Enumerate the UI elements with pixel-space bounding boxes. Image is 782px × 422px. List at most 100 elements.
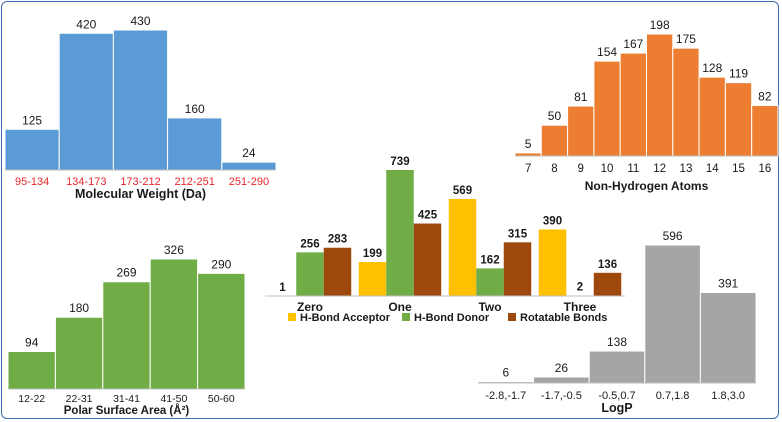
data-label: 125 [22, 113, 42, 127]
tick-label: -2.8,-1.7 [485, 390, 526, 402]
bar [102, 281, 151, 390]
data-label: 82 [758, 89, 772, 103]
data-label: 326 [164, 243, 184, 257]
data-label: 739 [390, 156, 409, 168]
tick-label: 41-50 [160, 393, 187, 405]
data-label: 136 [598, 259, 617, 271]
data-label: 119 [729, 67, 748, 81]
legend-label: Rotatable Bonds [520, 312, 607, 324]
tick-label: 1.8,3.0 [711, 390, 745, 402]
bar [413, 223, 442, 296]
tick-label: 9 [578, 163, 584, 175]
chart-mw: 125 95-134 420 134-173 430 173-212 160 212-251 2… [4, 14, 277, 201]
data-label: 390 [543, 216, 562, 228]
bar [698, 76, 726, 157]
data-label: 167 [623, 37, 643, 51]
x-axis-title: Polar Surface Area (Å²) [64, 404, 190, 417]
data-label: 138 [607, 335, 627, 349]
data-label: 256 [300, 238, 319, 250]
bar [112, 29, 169, 171]
bar [4, 128, 60, 171]
legend-label: H-Bond Donor [414, 312, 490, 324]
data-label: 269 [116, 266, 136, 280]
data-label: 94 [25, 336, 39, 350]
legend-swatch [508, 313, 516, 321]
bar [448, 198, 477, 296]
tick-label: 212-251 [175, 176, 215, 188]
legend-swatch [402, 313, 410, 321]
x-axis-title: Molecular Weight (Da) [75, 187, 206, 201]
bar [58, 32, 114, 171]
bar [540, 124, 569, 157]
data-label: 596 [663, 229, 683, 243]
data-label: 283 [328, 234, 347, 246]
data-label: 154 [597, 45, 617, 59]
tick-label: 11 [627, 163, 639, 175]
data-label: 180 [69, 301, 89, 315]
bar [533, 376, 590, 384]
tick-label: 16 [758, 163, 771, 175]
tick-label: 31-41 [113, 393, 140, 405]
data-label: 290 [211, 257, 231, 271]
tick-label: Zero [297, 300, 323, 314]
bar [476, 268, 504, 296]
bar [699, 291, 757, 384]
tick-label: One [388, 300, 412, 314]
tick-label: 134-173 [66, 176, 106, 188]
data-label: 24 [242, 146, 256, 160]
data-label: 391 [718, 276, 738, 290]
data-label: 162 [480, 254, 499, 266]
bar [751, 104, 779, 157]
tick-label: 8 [551, 163, 557, 175]
data-label: 425 [418, 210, 438, 222]
data-label: 198 [650, 18, 670, 32]
data-label: 569 [453, 185, 472, 197]
bar [503, 242, 532, 296]
chart-psa: 94 12-22 180 22-31 269 31-41 326 41-50 290 50-60 P… [7, 243, 246, 417]
tick-label: -1.7,-0.5 [541, 390, 582, 402]
chart-hb: 1 256 283 Zero 199 739 425 One 569 162 315 Two 390 2 1… [265, 156, 625, 324]
tick-label: Three [564, 300, 597, 314]
bar [197, 272, 246, 390]
bar [54, 316, 104, 390]
tick-label: -0.5,0.7 [598, 390, 635, 402]
bar [386, 170, 414, 296]
tick-label: 173-212 [120, 176, 160, 188]
data-label: 199 [363, 248, 382, 260]
legend-label: H-Bond Acceptor [300, 312, 391, 324]
bar [167, 117, 223, 171]
data-label: 26 [555, 361, 569, 375]
bar [588, 350, 646, 384]
x-axis-title: LogP [601, 401, 632, 415]
data-label: 430 [130, 14, 150, 28]
x-axis-title: Non-Hydrogen Atoms [585, 179, 709, 193]
bar [358, 262, 387, 296]
data-label: 6 [502, 366, 509, 380]
data-label: 50 [548, 109, 562, 123]
tick-label: 12-22 [18, 393, 45, 405]
bar [323, 247, 352, 296]
bar [619, 52, 648, 157]
data-label: 420 [76, 17, 96, 31]
bar [593, 60, 621, 157]
data-label: 128 [702, 61, 722, 75]
tick-label: 13 [680, 163, 693, 175]
bar [221, 161, 277, 171]
tick-label: 50-60 [208, 393, 235, 405]
bar [7, 351, 56, 390]
legend: H-Bond Acceptor H-Bond Donor Rotatable Bon… [288, 312, 607, 324]
tick-label: 14 [706, 163, 719, 175]
tick-label: 15 [732, 163, 745, 175]
bar [593, 272, 622, 296]
tick-label: 95-134 [15, 176, 49, 188]
data-label: 5 [525, 137, 532, 151]
data-label: 175 [676, 32, 696, 46]
bar [646, 33, 674, 157]
tick-label: 22-31 [66, 393, 93, 405]
data-label: 1 [279, 282, 286, 294]
bar [644, 244, 701, 384]
data-label: 315 [508, 228, 528, 240]
tick-label: 7 [525, 163, 531, 175]
